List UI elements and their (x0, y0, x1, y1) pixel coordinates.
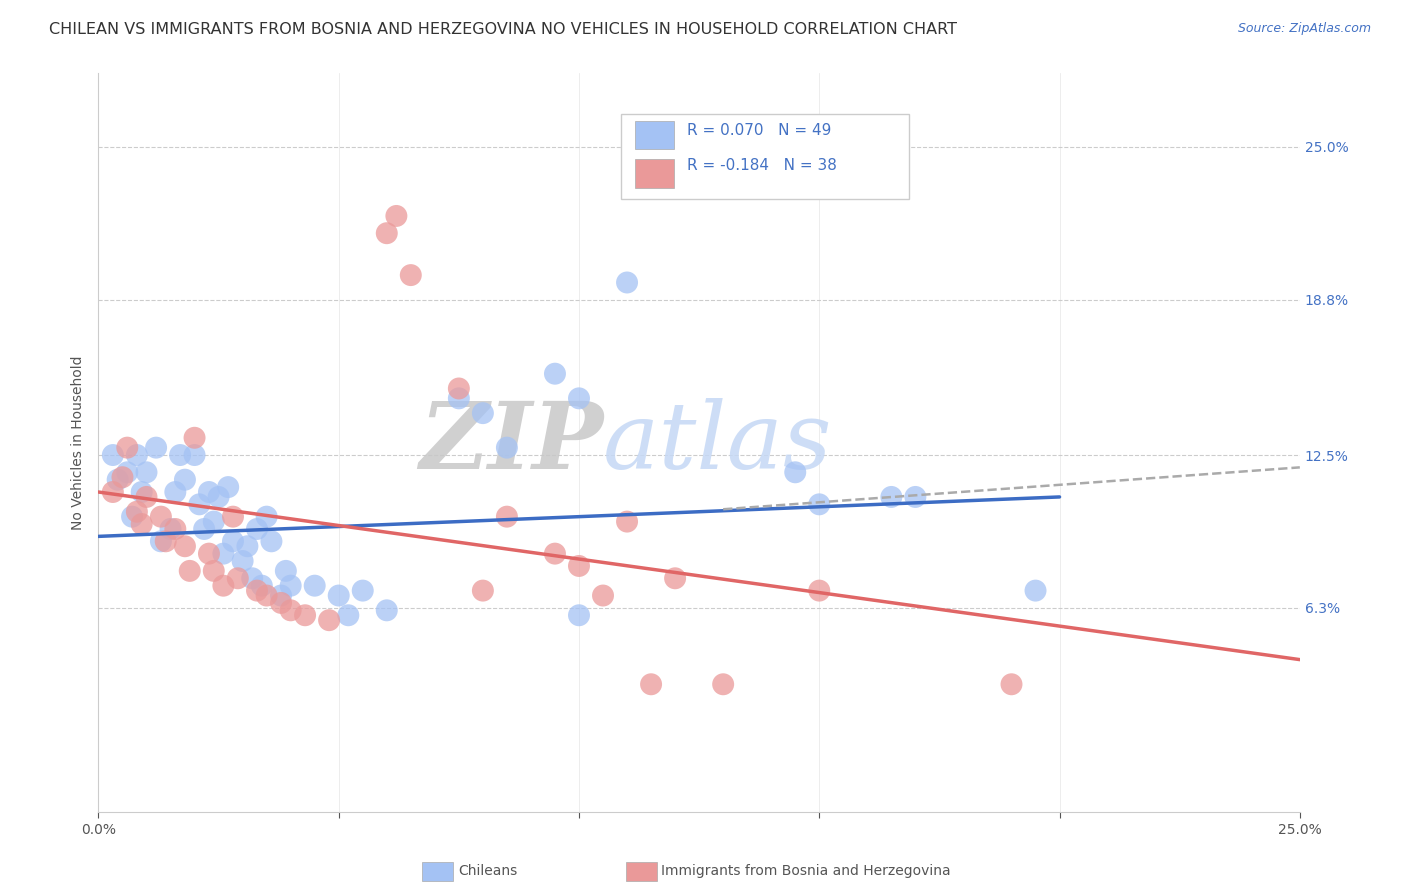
Point (496, 509, 519, 524)
Point (375, 603, 398, 617)
Point (256, 509, 278, 524)
Point (222, 534, 245, 549)
Point (179, 564, 201, 578)
Point (188, 497, 211, 511)
Point (125, 448, 148, 462)
Point (544, 367, 567, 381)
Point (121, 509, 143, 524)
Point (202, 515, 225, 529)
Point (101, 448, 124, 462)
Point (101, 485, 124, 500)
Point (165, 522, 187, 536)
Point (207, 490, 229, 504)
Bar (636, 160, 673, 187)
Text: atlas: atlas (603, 398, 832, 488)
Point (544, 547, 567, 561)
Point (246, 522, 269, 536)
Point (125, 505, 148, 519)
Point (616, 276, 638, 290)
Point (337, 608, 360, 623)
Point (183, 431, 205, 445)
Point (471, 406, 494, 420)
Point (640, 677, 662, 691)
Text: Immigrants from Bosnia and Herzegovina: Immigrants from Bosnia and Herzegovina (661, 864, 950, 879)
Text: ZIP: ZIP (419, 398, 603, 488)
Point (183, 448, 205, 462)
Point (232, 554, 254, 568)
Point (592, 589, 614, 603)
Point (174, 539, 197, 553)
Point (447, 392, 470, 406)
Bar (636, 121, 673, 149)
Point (711, 677, 734, 691)
Point (198, 547, 221, 561)
Point (169, 448, 191, 462)
Text: R = -0.184   N = 38: R = -0.184 N = 38 (688, 158, 837, 173)
Point (212, 579, 235, 593)
Point (880, 490, 903, 504)
Point (226, 571, 249, 585)
Point (318, 613, 340, 627)
Point (240, 571, 263, 585)
Point (145, 441, 167, 455)
Point (904, 490, 927, 504)
Point (117, 465, 139, 479)
Point (280, 579, 302, 593)
Point (131, 517, 153, 532)
Text: R = 0.070   N = 49: R = 0.070 N = 49 (688, 122, 831, 137)
Point (808, 497, 831, 511)
Point (236, 539, 259, 553)
Point (198, 485, 221, 500)
Point (471, 583, 494, 598)
Point (375, 226, 398, 240)
Point (1000, 677, 1022, 691)
Point (399, 268, 422, 282)
Point (616, 515, 638, 529)
Point (260, 534, 283, 549)
Point (149, 534, 172, 549)
Point (117, 441, 139, 455)
Point (212, 547, 235, 561)
Point (294, 608, 316, 623)
Point (246, 583, 269, 598)
Point (304, 579, 326, 593)
Point (217, 480, 239, 494)
Y-axis label: No Vehicles in Household: No Vehicles in Household (72, 355, 86, 530)
Point (1025, 583, 1047, 598)
Point (159, 522, 181, 536)
Point (165, 485, 187, 500)
Point (568, 558, 591, 573)
Point (328, 589, 350, 603)
Point (270, 596, 292, 610)
Text: Source: ZipAtlas.com: Source: ZipAtlas.com (1237, 22, 1371, 36)
Point (280, 603, 302, 617)
Point (568, 608, 591, 623)
Point (256, 589, 278, 603)
Point (250, 579, 273, 593)
Point (155, 534, 177, 549)
Point (664, 571, 686, 585)
Text: CHILEAN VS IMMIGRANTS FROM BOSNIA AND HERZEGOVINA NO VEHICLES IN HOUSEHOLD CORRE: CHILEAN VS IMMIGRANTS FROM BOSNIA AND HE… (49, 22, 957, 37)
Point (274, 564, 297, 578)
Point (385, 209, 408, 223)
Point (568, 392, 591, 406)
Point (785, 465, 807, 479)
Point (496, 441, 519, 455)
Point (447, 382, 470, 396)
Point (135, 465, 157, 479)
Point (202, 564, 225, 578)
Point (131, 485, 153, 500)
Point (270, 589, 292, 603)
Point (111, 470, 134, 484)
Point (107, 473, 129, 487)
Text: Chileans: Chileans (458, 864, 517, 879)
Point (193, 522, 215, 536)
Point (135, 490, 157, 504)
Point (808, 583, 831, 598)
FancyBboxPatch shape (621, 113, 910, 199)
Point (352, 583, 374, 598)
Point (222, 509, 245, 524)
Point (174, 473, 197, 487)
Point (149, 509, 172, 524)
